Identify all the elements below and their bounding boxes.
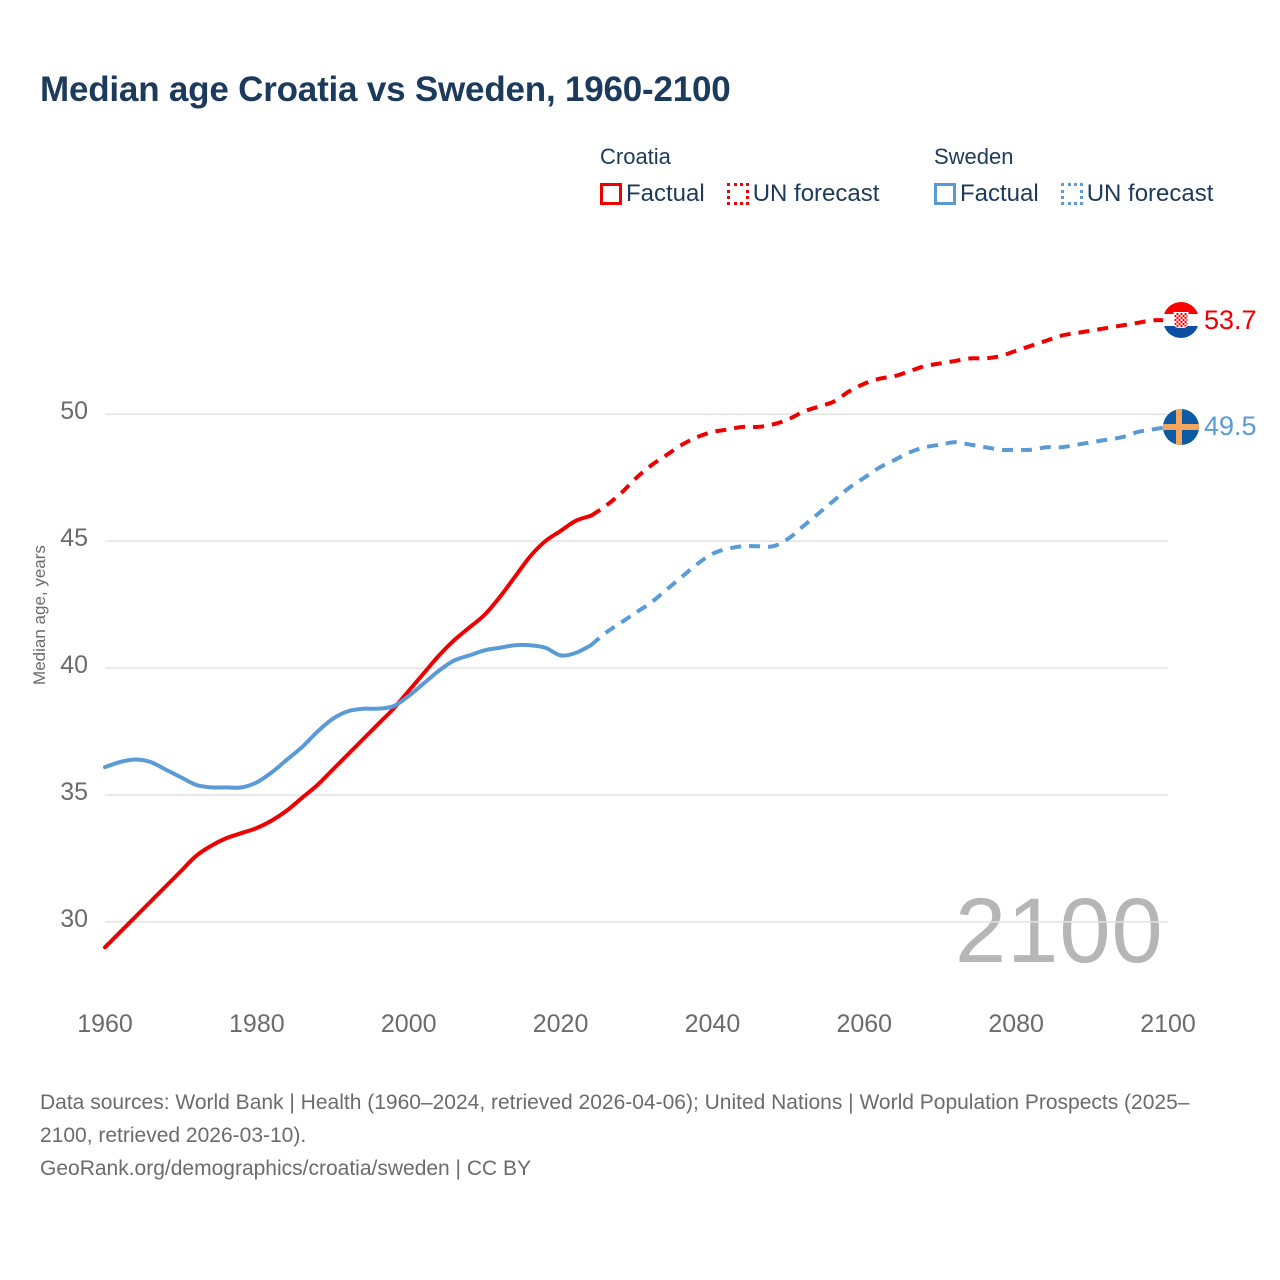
legend-country-croatia: Croatia <box>600 144 671 169</box>
series-line-croatia-factual <box>103 513 593 950</box>
solid-line-swatch-icon <box>600 183 622 205</box>
legend-item-sweden-factual[interactable]: Factual <box>934 180 1039 208</box>
legend-row-sweden: Factual UN forecast <box>934 180 1213 208</box>
chart-legend: Croatia Factual UN forecast Sweden Factu… <box>600 143 1250 223</box>
legend-label-sweden-factual: Factual <box>960 180 1039 207</box>
legend-group-croatia: Croatia Factual UN forecast <box>600 143 879 208</box>
x-tick-label: 2000 <box>380 1010 437 1038</box>
legend-item-sweden-forecast[interactable]: UN forecast <box>1060 180 1214 208</box>
x-tick-label: 2060 <box>836 1010 893 1038</box>
footer-sources: Data sources: World Bank | Health (1960–… <box>40 1091 1190 1147</box>
series-line-sweden-factual <box>103 642 593 790</box>
dotted-line-swatch-icon <box>726 183 749 205</box>
endpoint-value-croatia: 53.7 <box>1204 304 1257 335</box>
legend-item-croatia-factual[interactable]: Factual <box>600 180 705 208</box>
series-line-croatia-forecast <box>589 318 1169 518</box>
y-tick-label: 50 <box>60 397 88 426</box>
x-tick-label: 2080 <box>988 1010 1044 1038</box>
y-tick-label: 40 <box>60 651 88 680</box>
y-tick-label: 45 <box>60 524 88 553</box>
sweden-flag-icon <box>1163 408 1199 445</box>
croatia-flag-icon <box>1163 302 1199 339</box>
y-tick-label: 35 <box>60 778 88 806</box>
footer: Data sources: World Bank | Health (1960–… <box>40 1086 1200 1185</box>
legend-item-croatia-forecast[interactable]: UN forecast <box>726 180 880 208</box>
footer-attribution: GeoRank.org/demographics/croatia/sweden … <box>40 1157 532 1180</box>
x-tick-label: 2040 <box>684 1010 741 1038</box>
endpoint-croatia[interactable]: 53.7 <box>1163 302 1257 339</box>
legend-label-croatia-factual: Factual <box>626 180 705 207</box>
x-tick-label: 2100 <box>1140 1010 1196 1038</box>
legend-group-sweden: Sweden Factual UN forecast <box>934 143 1213 208</box>
solid-line-swatch-icon <box>934 183 956 205</box>
x-tick-label: 2020 <box>532 1010 589 1038</box>
year-watermark: 2100 <box>955 880 1164 982</box>
legend-row-croatia: Factual UN forecast <box>600 180 879 208</box>
legend-label-sweden-forecast: UN forecast <box>1086 180 1214 207</box>
legend-country-sweden: Sweden <box>934 144 1014 169</box>
endpoint-sweden[interactable]: 49.5 <box>1163 408 1257 445</box>
y-tick-label: 30 <box>60 904 88 933</box>
x-tick-label: 1960 <box>77 1010 133 1038</box>
endpoint-value-sweden: 49.5 <box>1204 411 1257 442</box>
series-line-sweden-forecast <box>589 424 1169 647</box>
x-tick-label: 1980 <box>229 1010 285 1038</box>
dotted-line-swatch-icon <box>1060 183 1083 205</box>
legend-label-croatia-forecast: UN forecast <box>752 180 880 207</box>
page-title: Median age Croatia vs Sweden, 1960-2100 <box>40 70 731 109</box>
